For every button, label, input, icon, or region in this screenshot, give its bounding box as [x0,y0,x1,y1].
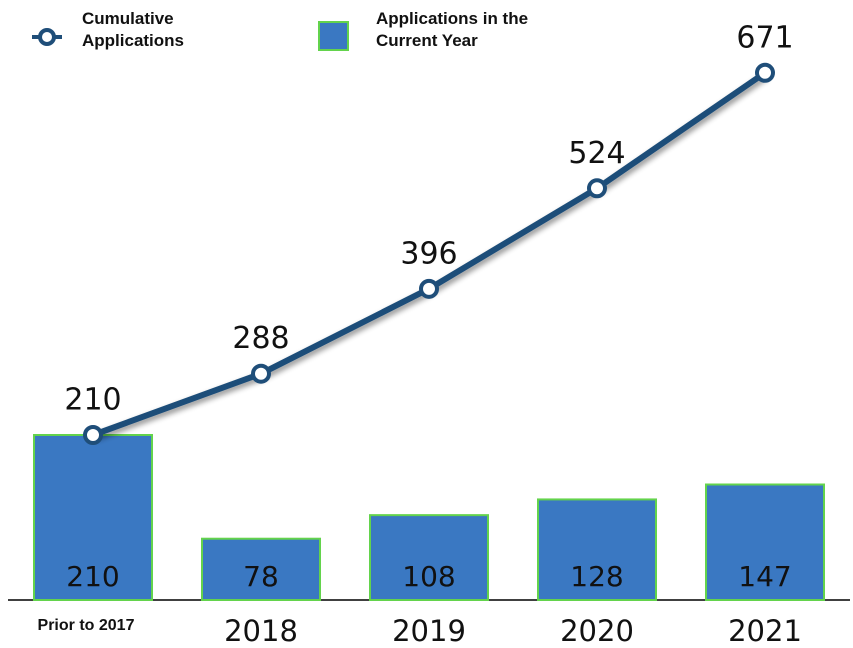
line-value-label: 396 [400,236,457,271]
line-marker [83,425,103,445]
line-value-label: 524 [568,136,625,171]
legend [32,21,349,51]
x-tick-label: 2019 [392,614,466,648]
bar [33,434,153,601]
legend-label: Cumulative Applications [82,9,185,50]
bar [705,483,825,601]
x-tick-label: Prior to 2017 [38,617,135,634]
bar-value-label: 78 [243,560,279,593]
bar-value-label: 210 [66,560,119,593]
line-marker [251,363,271,384]
line-value-label: 671 [736,20,793,55]
line-marker [755,62,775,83]
line-marker [587,178,607,199]
x-tick-label: 2018 [224,614,298,648]
line-value-label: 210 [64,383,121,418]
bar-value-label: 147 [738,560,791,593]
line-marker [419,278,439,299]
legend-swatch [318,21,349,51]
legend-label: Applications in the Current Year [376,9,529,50]
bar [201,537,321,602]
x-tick-label: 2021 [728,614,802,648]
bar [537,498,657,601]
bar-value-label: 108 [402,560,455,593]
bar-value-label: 128 [570,560,623,593]
legend-marker [38,28,56,46]
line-value-label: 288 [232,321,289,356]
bar [369,514,489,602]
x-tick-label: 2020 [560,614,634,648]
